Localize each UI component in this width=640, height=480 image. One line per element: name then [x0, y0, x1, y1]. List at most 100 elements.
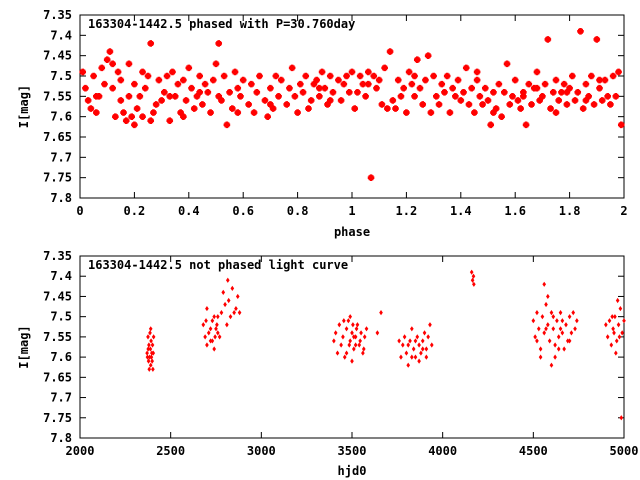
data-point: [573, 326, 577, 332]
data-point: [413, 354, 418, 360]
data-point-core: [297, 81, 303, 87]
data-point-core: [254, 89, 260, 95]
data-point-core: [586, 93, 592, 99]
data-point-core: [199, 101, 205, 107]
y-tick-label: 7.4: [50, 269, 72, 283]
data-point-core: [610, 73, 616, 79]
y-tick-label: 7.6: [50, 110, 72, 124]
data-point-core: [126, 93, 132, 99]
data-point-core: [145, 73, 151, 79]
data-point-core: [300, 89, 306, 95]
data-point: [417, 358, 421, 364]
data-point-core: [564, 101, 570, 107]
data-point-core: [368, 175, 374, 181]
data-point-core: [567, 85, 573, 91]
data-point-core: [148, 118, 154, 124]
data-point-core: [80, 69, 86, 75]
data-point-core: [461, 89, 467, 95]
data-point: [538, 346, 543, 352]
data-point-core: [156, 77, 162, 83]
data-point: [149, 338, 153, 344]
data-point: [553, 342, 557, 348]
data-point: [567, 338, 572, 344]
data-point-core: [365, 81, 371, 87]
data-point-core: [433, 93, 439, 99]
data-point-core: [482, 85, 488, 91]
data-point: [420, 338, 425, 344]
data-point: [546, 322, 550, 328]
data-point-core: [221, 73, 227, 79]
data-point: [535, 310, 539, 316]
data-point-core: [561, 81, 567, 87]
data-point: [469, 269, 474, 275]
data-point-core: [360, 81, 366, 87]
data-point-core: [273, 73, 279, 79]
data-point: [569, 330, 574, 336]
data-point: [617, 334, 622, 340]
data-point: [399, 354, 403, 360]
data-point: [531, 318, 536, 324]
data-point-core: [572, 97, 578, 103]
data-point: [408, 338, 412, 344]
data-point: [212, 346, 217, 352]
data-point: [620, 330, 625, 336]
data-point-core: [180, 114, 186, 120]
data-point: [149, 354, 154, 360]
y-tick-label: 7.75: [43, 171, 72, 185]
data-point-core: [616, 69, 622, 75]
data-point-core: [480, 101, 486, 107]
data-point-core: [110, 85, 116, 91]
data-point-core: [390, 97, 396, 103]
data-point-core: [463, 65, 469, 71]
data-point: [614, 350, 618, 356]
data-point-core: [278, 77, 284, 83]
data-point-core: [428, 110, 434, 116]
data-point-core: [379, 101, 385, 107]
data-point-core: [167, 118, 173, 124]
data-point-core: [512, 77, 518, 83]
data-point-core: [308, 97, 314, 103]
x-tick-label: 3000: [247, 444, 276, 458]
y-tick-label: 7.8: [50, 431, 72, 445]
data-point-core: [316, 85, 322, 91]
data-point-core: [346, 89, 352, 95]
data-point: [147, 342, 151, 348]
data-point-core: [99, 65, 105, 71]
data-point-core: [518, 106, 524, 112]
data-point: [341, 334, 345, 340]
data-point-core: [444, 73, 450, 79]
data-point: [379, 310, 383, 316]
data-point: [148, 362, 153, 368]
data-point-core: [235, 85, 241, 91]
data-point-core: [257, 73, 263, 79]
data-point: [208, 326, 213, 332]
y-axis-label: I[mag]: [17, 85, 31, 128]
data-point: [542, 330, 547, 336]
data-point: [413, 338, 418, 344]
data-point: [538, 354, 543, 360]
data-point-core: [490, 110, 496, 116]
data-point-core: [398, 93, 404, 99]
y-tick-label: 7.75: [43, 411, 72, 425]
data-point-core: [387, 49, 393, 55]
data-point-core: [599, 97, 605, 103]
data-point-core: [224, 122, 230, 128]
data-point-core: [553, 77, 559, 83]
y-tick-label: 7.35: [43, 8, 72, 22]
data-point-core: [289, 65, 295, 71]
plot-frame: [79, 14, 625, 199]
data-point-core: [235, 110, 241, 116]
data-point: [612, 330, 616, 336]
data-point-core: [159, 97, 165, 103]
data-point-core: [216, 40, 222, 46]
y-tick-label: 7.6: [50, 350, 72, 364]
data-point: [351, 334, 356, 340]
data-point-core: [607, 101, 613, 107]
data-point-core: [240, 77, 246, 83]
x-axis-label: hjd0: [338, 464, 367, 478]
data-point: [571, 310, 576, 316]
data-point-core: [583, 81, 589, 87]
x-tick-label: 1.8: [559, 204, 581, 218]
data-point: [575, 318, 579, 324]
